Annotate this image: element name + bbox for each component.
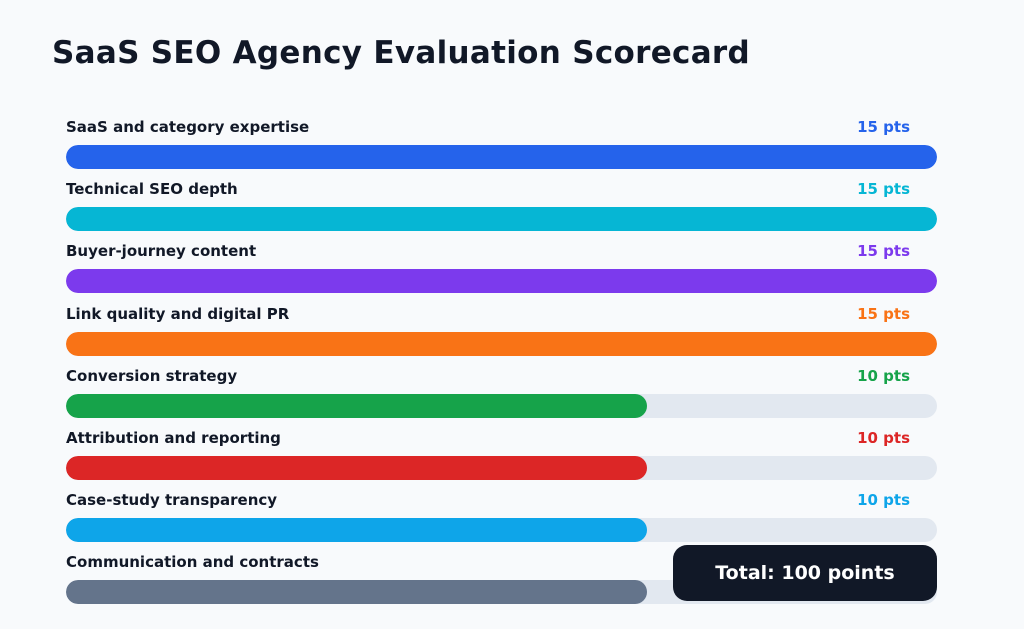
value-label: 15 pts: [857, 304, 910, 323]
bar: [66, 393, 647, 418]
bar-track: [66, 518, 937, 543]
bar: [66, 580, 647, 605]
category-label: Technical SEO depth: [66, 180, 238, 199]
value-label: 15 pts: [857, 118, 910, 136]
bar-track: [66, 269, 937, 294]
total-badge: Total: 100 points: [673, 545, 937, 601]
category-label: Case-study transparency: [66, 491, 278, 510]
value-label: 10 pts: [857, 366, 910, 385]
value-label: 15 pts: [857, 242, 910, 261]
bar: [66, 207, 937, 232]
bar: [66, 518, 647, 543]
category-label: Link quality and digital PR: [66, 304, 290, 323]
bar-track: [66, 207, 937, 232]
value-label: 10 pts: [857, 491, 910, 510]
bar-track: [66, 331, 937, 356]
scorecard-row: Case-study transparency 10 pts: [66, 491, 937, 551]
category-label: Conversion strategy: [66, 366, 238, 385]
category-label: Buyer-journey content: [66, 242, 257, 261]
bar: [66, 331, 937, 356]
category-label: Communication and contracts: [66, 553, 319, 572]
scorecard-row: Conversion strategy 10 pts: [66, 367, 937, 427]
scorecard-row: Buyer-journey content 15 pts: [66, 242, 937, 302]
scorecard-row: SaaS and category expertise 15 pts: [66, 118, 937, 178]
scorecard-row: Link quality and digital PR 15 pts: [66, 305, 937, 365]
value-label: 10 pts: [857, 429, 910, 447]
value-label: 15 pts: [857, 180, 910, 199]
bar-track: [66, 145, 937, 169]
category-label: Attribution and reporting: [66, 429, 281, 447]
category-label: SaaS and category expertise: [66, 118, 310, 136]
bar: [66, 269, 937, 294]
scorecard-row: Attribution and reporting 10 pts: [66, 429, 937, 489]
bar: [66, 145, 937, 169]
bar-track: [66, 456, 937, 480]
bar-track: [66, 393, 937, 418]
scorecard-row: Technical SEO depth 15 pts: [66, 180, 937, 240]
chart-title: SaaS SEO Agency Evaluation Scorecard: [52, 35, 750, 71]
bar: [66, 456, 647, 480]
